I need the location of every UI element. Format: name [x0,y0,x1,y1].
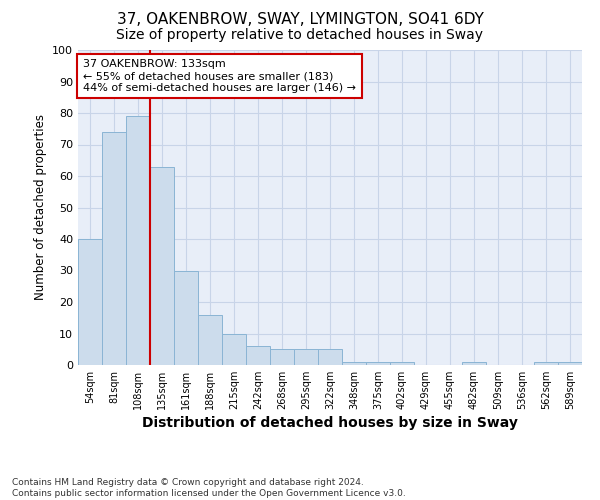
Bar [222,334,246,365]
Text: 37, OAKENBROW, SWAY, LYMINGTON, SO41 6DY: 37, OAKENBROW, SWAY, LYMINGTON, SO41 6DY [116,12,484,28]
Text: Size of property relative to detached houses in Sway: Size of property relative to detached ho… [116,28,484,42]
Bar [558,362,582,365]
Bar [366,362,390,365]
Bar [294,349,318,365]
Bar [78,239,102,365]
Text: 37 OAKENBROW: 133sqm
← 55% of detached houses are smaller (183)
44% of semi-deta: 37 OAKENBROW: 133sqm ← 55% of detached h… [83,60,356,92]
Text: Contains HM Land Registry data © Crown copyright and database right 2024.
Contai: Contains HM Land Registry data © Crown c… [12,478,406,498]
Bar [174,270,198,365]
Bar [102,132,126,365]
X-axis label: Distribution of detached houses by size in Sway: Distribution of detached houses by size … [142,416,518,430]
Y-axis label: Number of detached properties: Number of detached properties [34,114,47,300]
Bar [462,362,486,365]
Bar [342,362,366,365]
Bar [270,349,294,365]
Bar [150,166,174,365]
Bar [318,349,342,365]
Bar [198,314,222,365]
Bar [390,362,414,365]
Bar [246,346,270,365]
Bar [126,116,150,365]
Bar [534,362,558,365]
